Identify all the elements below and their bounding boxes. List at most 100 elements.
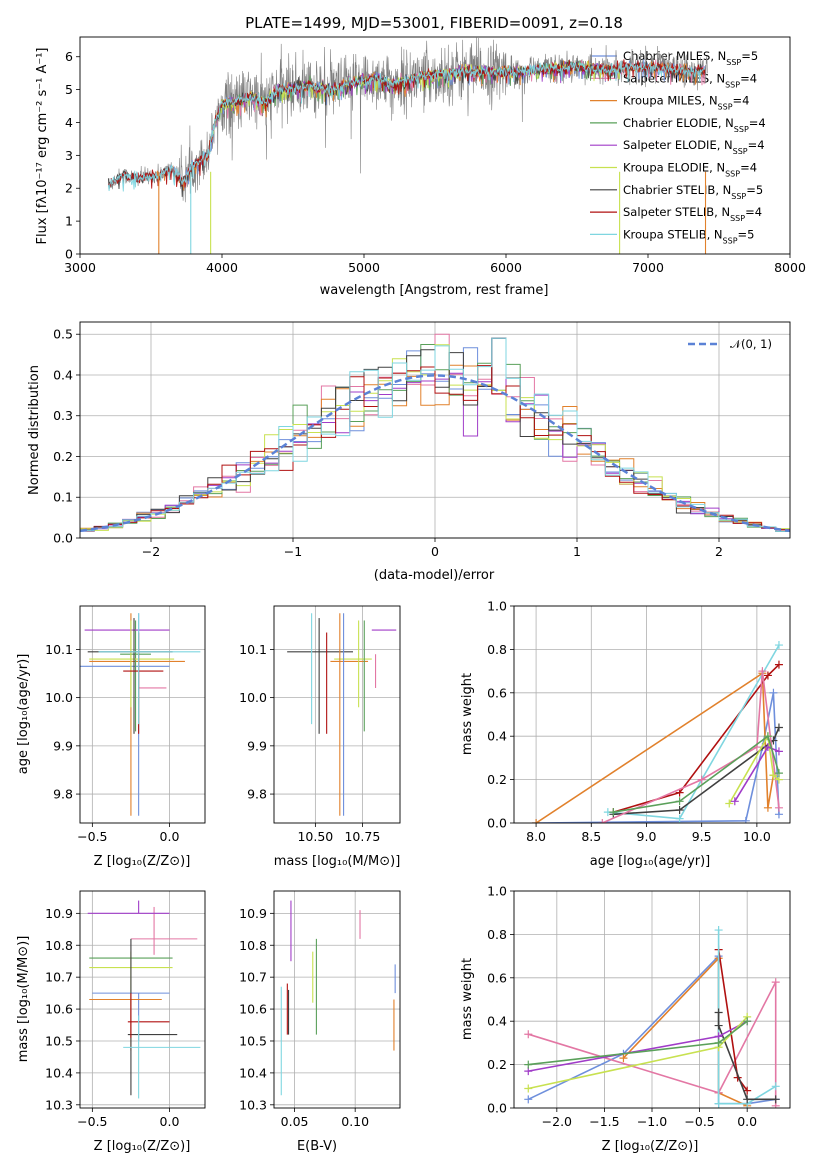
point-marker — [532, 819, 541, 823]
point-marker — [758, 667, 767, 676]
data-point — [98, 613, 201, 725]
y-tick-label: 10.4 — [45, 1065, 73, 1080]
y-tick-label: 10.5 — [239, 1033, 267, 1048]
point-marker — [771, 1082, 780, 1091]
model-spectrum — [107, 61, 706, 192]
point-marker — [609, 808, 618, 817]
spectrum-xlabel: wavelength [Angstrom, rest frame] — [320, 283, 549, 298]
point-marker — [714, 1008, 723, 1017]
x-tick-label: 0.05 — [281, 1114, 309, 1129]
y-tick-label: 9.9 — [53, 738, 73, 753]
x-tick-label: −2.0 — [542, 1114, 572, 1129]
x-tick-label: 8.0 — [526, 829, 546, 844]
point-marker — [774, 641, 783, 650]
plot-content — [524, 926, 780, 1108]
axes-frame — [79, 605, 206, 824]
point-marker — [730, 797, 739, 806]
x-tick-label: 0.0 — [737, 1114, 757, 1129]
y-tick-label: 10.4 — [239, 1065, 267, 1080]
y-tick-label: 3 — [65, 148, 73, 163]
plot-content — [280, 900, 396, 1096]
z-mass-ylabel: mass [log₁₀(M/M⊙)] — [16, 936, 31, 1063]
grid-lines — [80, 606, 205, 823]
data-point — [120, 620, 151, 732]
x-tick-label: 0.0 — [160, 829, 180, 844]
point-marker — [675, 797, 684, 806]
point-marker — [774, 660, 783, 669]
data-point — [123, 1015, 201, 1099]
x-tick-label: 10.75 — [344, 829, 380, 844]
x-tick-label: 10.50 — [297, 829, 333, 844]
y-tick-label: 2 — [65, 181, 73, 196]
spectrum-ylabel: Flux [fλ10⁻¹⁷ erg cm⁻² s⁻¹ A⁻¹] — [35, 48, 50, 245]
point-marker — [763, 732, 772, 741]
residual-xlabel: (data-model)/error — [374, 568, 495, 583]
x-tick-label: −1.0 — [637, 1114, 667, 1129]
x-tick-label: 4000 — [206, 260, 238, 275]
x-tick-label: 0.0 — [160, 1114, 180, 1129]
z-weight-ylabel: mass weight — [460, 958, 475, 1040]
x-tick-label: 8000 — [774, 260, 806, 275]
point-marker — [619, 1054, 628, 1063]
y-tick-label: 9.9 — [247, 738, 267, 753]
y-tick-label: 10.9 — [239, 906, 267, 921]
y-tick-label: 0.0 — [53, 531, 73, 546]
axes-3: 10.50 10.75 9.8 9.9 10.0 10.1 — [239, 605, 401, 844]
residual-histogram — [80, 337, 790, 532]
y-tick-label: 4 — [65, 115, 73, 130]
z-weight-xlabel: Z [log₁₀(Z/Z⊙)] — [602, 1139, 699, 1154]
legend-entry: Kroupa STELIB, NSSP=5 — [623, 227, 754, 245]
axes-0: 3000 4000 5000 6000 7000 8000 0 1 2 3 4 5 6 — [64, 36, 806, 275]
weight-series — [613, 727, 780, 816]
y-tick-label: 1.0 — [487, 884, 507, 899]
point-marker — [743, 1017, 752, 1026]
residual-ylabel: Normed distribution — [27, 365, 42, 495]
point-marker — [714, 926, 723, 935]
point-marker — [524, 1095, 533, 1104]
x-tick-label: 6000 — [490, 260, 522, 275]
axes-frame — [79, 321, 791, 539]
x-tick-label: 3000 — [64, 260, 96, 275]
grid-lines — [274, 891, 400, 1108]
y-tick-label: 0.4 — [487, 729, 507, 744]
ebv-mass-xlabel: E(B-V) — [297, 1139, 337, 1154]
y-tick-label: 0.2 — [487, 772, 507, 787]
y-tick-label: 10.8 — [239, 938, 267, 953]
plot-content — [532, 641, 783, 823]
x-tick-label: 0.10 — [341, 1114, 369, 1129]
weight-series — [613, 734, 780, 813]
plot-content — [80, 333, 790, 533]
point-marker — [524, 1084, 533, 1093]
weight-series — [607, 644, 780, 820]
plot-content — [87, 900, 201, 1099]
point-marker — [524, 1060, 533, 1069]
y-tick-label: 1 — [65, 214, 73, 229]
y-tick-label: 0.6 — [487, 970, 507, 985]
x-tick-label: −1.5 — [589, 1114, 619, 1129]
gaussian-curve — [80, 374, 790, 533]
point-marker — [697, 775, 706, 784]
data-point — [89, 620, 175, 708]
plot-content — [287, 613, 397, 816]
x-tick-label: 10.0 — [743, 829, 771, 844]
point-marker — [675, 814, 684, 823]
axes-frame — [273, 890, 401, 1109]
y-tick-label: 5 — [65, 82, 73, 97]
point-marker — [598, 819, 607, 823]
x-tick-label: 1 — [573, 544, 581, 559]
point-marker — [769, 771, 778, 780]
y-tick-label: 10.0 — [239, 690, 267, 705]
y-tick-label: 10.8 — [45, 938, 73, 953]
y-tick-label: 9.8 — [53, 787, 73, 802]
z-mass-xlabel: Z [log₁₀(Z/Z⊙)] — [94, 1139, 191, 1154]
x-tick-label: −2 — [142, 544, 160, 559]
y-tick-label: 0.8 — [487, 927, 507, 942]
weight-series — [613, 664, 780, 813]
x-tick-label: 9.5 — [692, 829, 712, 844]
data-point — [130, 906, 198, 955]
y-tick-label: 10.7 — [239, 970, 267, 985]
y-tick-label: 10.1 — [239, 642, 267, 657]
y-tick-label: 10.9 — [45, 906, 73, 921]
point-marker — [774, 803, 783, 812]
